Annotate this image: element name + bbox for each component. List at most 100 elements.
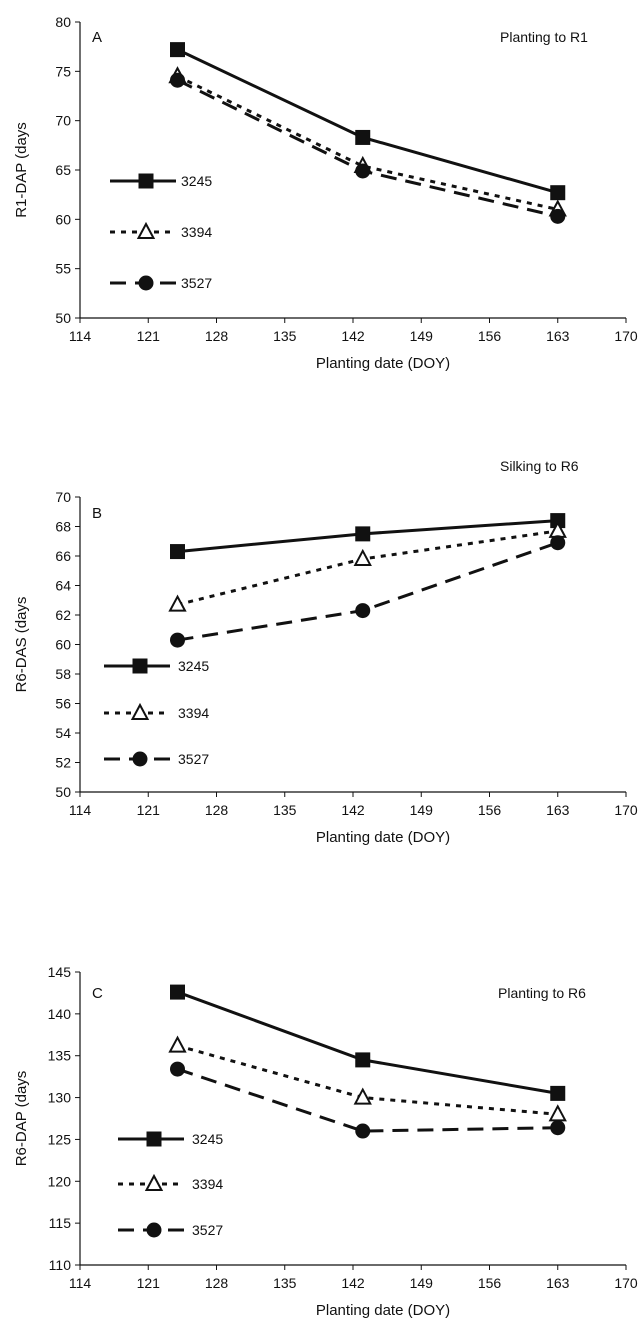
y-tick-label: 54 bbox=[55, 725, 71, 741]
data-point-square bbox=[355, 129, 371, 145]
x-tick-label: 170 bbox=[614, 1275, 638, 1291]
legend-label: 3245 bbox=[178, 658, 209, 674]
legend-entry-3394: 3394 bbox=[110, 221, 212, 240]
x-tick-label: 149 bbox=[410, 328, 434, 344]
data-point-circle bbox=[355, 163, 371, 179]
x-tick-label: 156 bbox=[478, 802, 502, 818]
x-tick-label: 163 bbox=[546, 328, 570, 344]
y-axis-title: R6-DAS (days bbox=[13, 597, 30, 693]
x-tick-label: 156 bbox=[478, 328, 502, 344]
x-tick-label: 163 bbox=[546, 802, 570, 818]
legend-marker-circle bbox=[138, 275, 154, 291]
chart-panel-b: 50 52 54 56 58 60 62 64 66 68 70 114 121 128 135 142 149… bbox=[13, 458, 638, 846]
series-line bbox=[177, 1044, 558, 1116]
legend-label: 3394 bbox=[192, 1176, 223, 1192]
data-point-circle bbox=[355, 603, 371, 619]
legend-entry-3527: 3527 bbox=[118, 1222, 223, 1238]
y-tick-label: 65 bbox=[55, 162, 71, 178]
x-tick-label: 149 bbox=[410, 802, 434, 818]
series-3245 bbox=[170, 984, 566, 1101]
y-tick-label: 52 bbox=[55, 755, 71, 771]
y-tick-label: 62 bbox=[55, 607, 71, 623]
x-tick-label: 128 bbox=[205, 802, 229, 818]
series-line bbox=[176, 78, 559, 218]
x-tick-label: 156 bbox=[478, 1275, 502, 1291]
y-tick-label: 50 bbox=[55, 784, 71, 800]
data-point-triangle bbox=[548, 1104, 567, 1122]
y-tick-label: 56 bbox=[55, 696, 71, 712]
y-tick-label: 75 bbox=[55, 63, 71, 79]
x-tick-label: 149 bbox=[410, 1275, 434, 1291]
x-tick-label: 142 bbox=[341, 1275, 365, 1291]
y-tick-label: 125 bbox=[48, 1131, 72, 1147]
series-line bbox=[177, 529, 558, 607]
x-tick-label: 135 bbox=[273, 1275, 297, 1291]
y-tick-label: 68 bbox=[55, 519, 71, 535]
x-tick-label: 135 bbox=[273, 328, 297, 344]
legend-label: 3245 bbox=[192, 1131, 223, 1147]
x-tick-label: 121 bbox=[137, 328, 161, 344]
data-point-square bbox=[170, 42, 185, 58]
legend-label: 3394 bbox=[181, 224, 212, 240]
legend-marker-square bbox=[146, 1131, 162, 1147]
series-3527 bbox=[170, 72, 566, 224]
data-point-circle bbox=[550, 1120, 566, 1136]
panel-title: Planting to R6 bbox=[498, 985, 586, 1001]
data-point-circle bbox=[170, 632, 185, 648]
panel-letter: C bbox=[92, 985, 103, 1002]
legend-entry-3245: 3245 bbox=[118, 1131, 223, 1147]
series-line bbox=[176, 74, 559, 211]
y-tick-label: 120 bbox=[48, 1173, 72, 1189]
y-tick-label: 70 bbox=[55, 489, 71, 505]
legend-marker-square bbox=[138, 173, 154, 189]
x-axis-title: Planting date (DOY) bbox=[316, 1302, 450, 1319]
series-3394 bbox=[168, 520, 567, 612]
x-axis-title: Planting date (DOY) bbox=[316, 355, 450, 372]
panel-letter: B bbox=[92, 505, 102, 522]
data-point-triangle bbox=[168, 1035, 187, 1053]
legend-marker-square bbox=[132, 658, 148, 674]
y-tick-label: 80 bbox=[55, 14, 71, 30]
data-point-circle bbox=[550, 208, 566, 224]
y-tick-label: 66 bbox=[55, 548, 71, 564]
x-tick-label: 135 bbox=[273, 802, 297, 818]
panel-letter: A bbox=[92, 29, 102, 46]
x-axis-title: Planting date (DOY) bbox=[316, 829, 450, 846]
y-tick-label: 64 bbox=[55, 578, 71, 594]
x-tick-label: 121 bbox=[137, 1275, 161, 1291]
legend-label: 3245 bbox=[181, 173, 212, 189]
x-tick-label: 170 bbox=[614, 802, 638, 818]
data-point-circle bbox=[170, 1061, 185, 1077]
data-point-circle bbox=[170, 72, 185, 88]
data-point-square bbox=[355, 1052, 371, 1068]
series-line bbox=[177, 1067, 558, 1133]
y-tick-label: 135 bbox=[48, 1048, 72, 1064]
data-point-square bbox=[170, 984, 185, 1000]
y-tick-label: 60 bbox=[55, 637, 71, 653]
y-tick-label: 130 bbox=[48, 1090, 72, 1106]
y-tick-label: 70 bbox=[55, 113, 71, 129]
y-tick-label: 110 bbox=[49, 1257, 72, 1273]
y-axis-title: R1-DAP (days bbox=[13, 122, 30, 218]
data-point-circle bbox=[550, 535, 566, 551]
data-point-square bbox=[550, 1085, 566, 1101]
y-tick-label: 50 bbox=[55, 310, 71, 326]
y-tick-label: 140 bbox=[48, 1006, 72, 1022]
data-point-square bbox=[170, 544, 185, 560]
y-tick-label: 55 bbox=[55, 261, 71, 277]
legend-entry-3245: 3245 bbox=[104, 658, 209, 674]
legend-marker-circle bbox=[146, 1222, 162, 1238]
chart-panel-c: 110 115 120 125 130 135 140 145 114 121 128 135 142 1… bbox=[13, 964, 638, 1319]
legend-entry-3394: 3394 bbox=[118, 1173, 223, 1192]
chart-panel-a: 50 55 60 65 70 75 80 114 121 128 135 142 149 156 163 17… bbox=[13, 14, 638, 372]
x-tick-label: 142 bbox=[341, 802, 365, 818]
series-line bbox=[176, 990, 559, 1095]
panel-title: Silking to R6 bbox=[500, 458, 579, 474]
legend-label: 3394 bbox=[178, 705, 209, 721]
data-point-triangle bbox=[168, 594, 187, 612]
legend-entry-3527: 3527 bbox=[104, 751, 209, 767]
data-point-circle bbox=[355, 1123, 371, 1139]
legend-marker-triangle bbox=[144, 1173, 164, 1191]
x-tick-label: 114 bbox=[69, 802, 92, 818]
